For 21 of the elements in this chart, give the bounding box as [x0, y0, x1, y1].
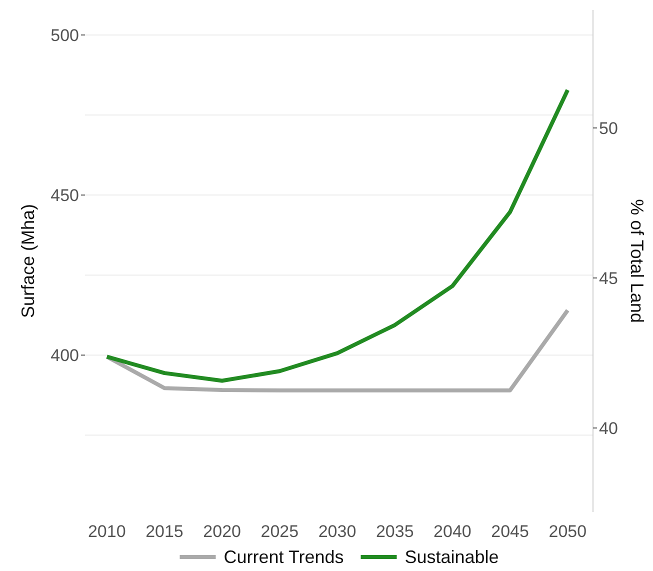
y2-axis-title: % of Total Land — [627, 199, 647, 323]
x-tick-label: 2015 — [146, 522, 184, 541]
y-tick-label: 500 — [50, 26, 79, 45]
x-tick-label: 2050 — [548, 522, 587, 541]
y-axis-title: Surface (Mha) — [18, 204, 38, 318]
x-tick-label: 2020 — [203, 522, 241, 541]
y2-tick-label: 50 — [599, 118, 618, 138]
x-tick-label: 2040 — [434, 522, 472, 541]
y-tick-label: 400 — [50, 346, 79, 366]
line-series — [104, 88, 570, 383]
y-tick-label: 450 — [50, 186, 79, 205]
x-tick-label: 2035 — [376, 522, 414, 541]
x-tick-label: 2025 — [260, 522, 299, 541]
legend-label: Current Trends — [224, 547, 344, 567]
x-tick-label: 2045 — [491, 522, 529, 541]
legend-label: Sustainable — [404, 547, 499, 567]
x-tick-label: 2010 — [88, 522, 126, 541]
y2-tick-label: 45 — [599, 268, 618, 288]
y2-tick-label: 40 — [599, 418, 618, 438]
x-tick-label: 2030 — [318, 522, 356, 541]
line-series — [104, 308, 570, 392]
